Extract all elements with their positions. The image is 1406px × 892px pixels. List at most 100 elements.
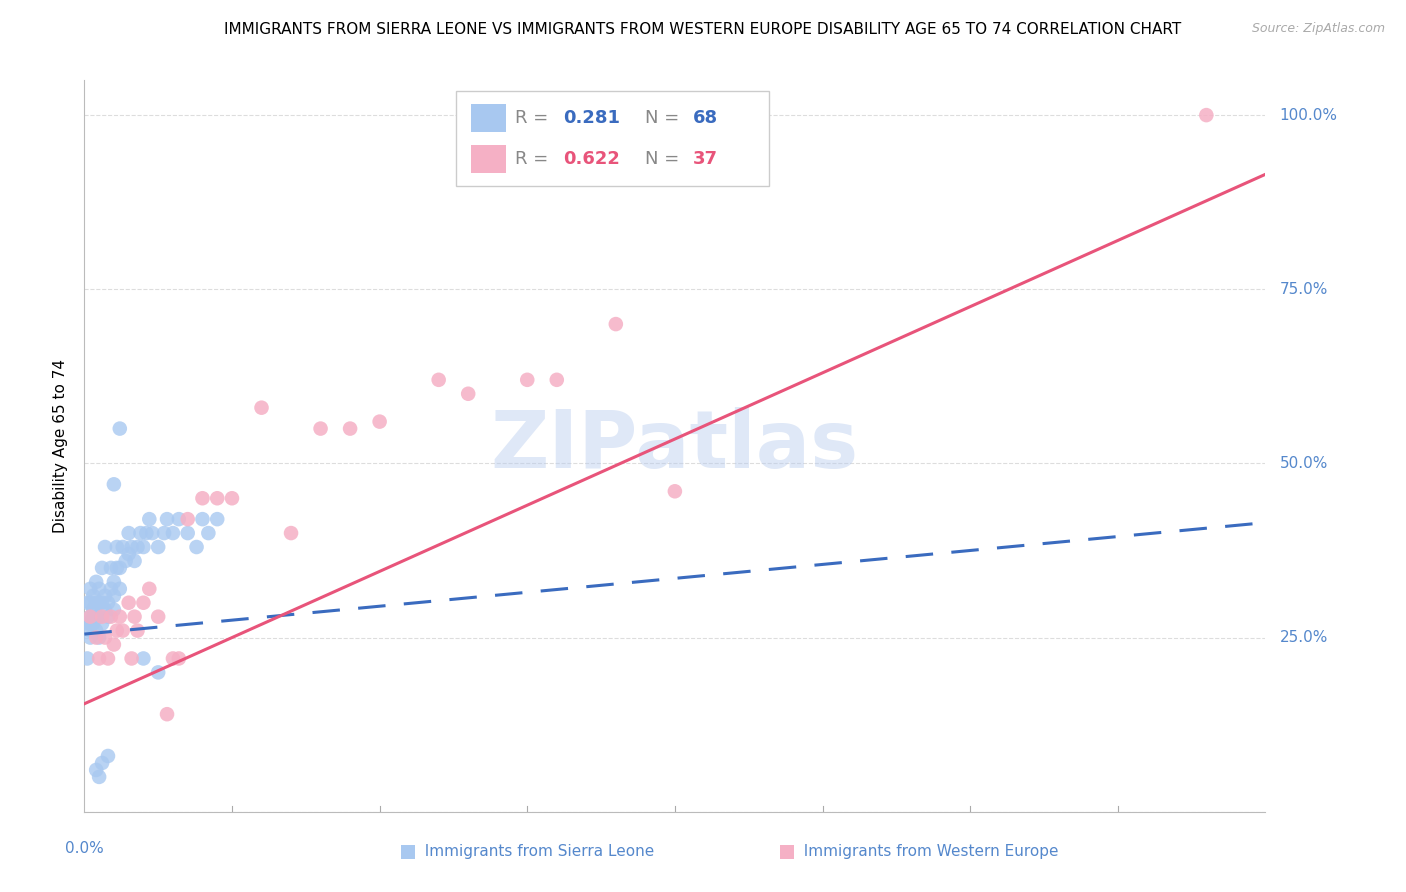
Point [221,491,243,506]
Point [124,554,146,568]
Point [79,609,101,624]
Text: 75.0%: 75.0% [1279,282,1327,297]
Text: R =: R = [516,150,554,169]
Text: Immigrants from Western Europe: Immigrants from Western Europe [794,845,1059,859]
Point [82,589,104,603]
Point [79,624,101,638]
Point [118,596,141,610]
Point [100,609,122,624]
Point [186,540,208,554]
Point [76,651,98,665]
Text: 0.281: 0.281 [562,110,620,128]
Point [546,373,568,387]
Point [167,651,190,665]
Point [132,651,155,665]
Bar [471,104,506,132]
Point [97,749,120,764]
Text: 100.0%: 100.0% [1279,108,1337,122]
Point [108,582,131,596]
Point [129,526,152,541]
Text: N =: N = [645,110,685,128]
Point [97,651,120,665]
Point [103,574,125,589]
Point [87,609,111,624]
Point [84,574,107,589]
Text: 37: 37 [693,150,717,169]
Point [87,770,111,784]
Point [103,477,125,491]
Point [94,589,117,603]
Text: 68: 68 [693,110,717,128]
Point [132,540,155,554]
Point [664,484,686,499]
Text: 25.0%: 25.0% [1279,630,1327,645]
Point [94,631,117,645]
Point [97,596,120,610]
Point [82,616,104,631]
Point [91,609,114,624]
Point [108,421,131,435]
Point [162,526,184,541]
Point [87,631,111,645]
Point [427,373,450,387]
Text: 0.622: 0.622 [562,150,620,169]
Text: ZIPatlas: ZIPatlas [491,407,859,485]
Point [197,526,219,541]
Point [250,401,273,415]
Point [84,763,107,777]
Point [94,603,117,617]
Point [94,540,117,554]
Point [84,631,107,645]
Point [153,526,176,541]
Point [82,603,104,617]
Point [205,491,228,506]
Point [191,491,214,506]
Point [103,638,125,652]
Point [103,603,125,617]
Point [162,651,184,665]
Point [127,624,149,638]
Point [177,526,200,541]
Point [121,540,143,554]
Point [156,707,179,722]
Point [108,609,131,624]
Point [148,609,170,624]
Point [127,540,149,554]
Point [191,512,214,526]
Point [84,609,107,624]
Point [111,540,134,554]
Point [167,512,190,526]
Point [177,512,200,526]
Text: Source: ZipAtlas.com: Source: ZipAtlas.com [1251,22,1385,36]
Point [118,547,141,561]
Text: 0.0%: 0.0% [65,841,104,856]
Point [124,609,146,624]
Text: N =: N = [645,150,685,169]
Point [156,512,179,526]
Point [87,582,111,596]
Point [205,512,228,526]
Point [87,596,111,610]
Bar [457,91,769,186]
Point [91,756,114,770]
Point [79,616,101,631]
Point [105,540,128,554]
Point [114,554,136,568]
Bar [471,145,506,173]
Point [103,589,125,603]
Point [76,596,98,610]
Point [79,631,101,645]
Point [91,616,114,631]
Point [516,373,538,387]
Point [148,540,170,554]
Point [135,526,157,541]
Text: 50.0%: 50.0% [1279,456,1327,471]
Point [457,386,479,401]
Point [76,616,98,631]
Point [309,421,332,435]
Point [79,609,101,624]
Point [97,609,120,624]
Point [148,665,170,680]
Point [105,624,128,638]
Point [100,561,122,575]
